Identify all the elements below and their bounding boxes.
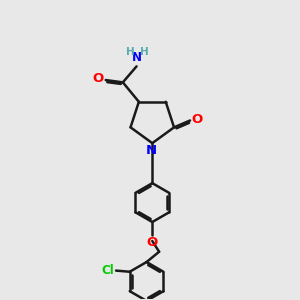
- Text: O: O: [192, 113, 203, 126]
- Text: Cl: Cl: [101, 264, 114, 277]
- Text: H: H: [126, 47, 134, 57]
- Text: O: O: [93, 72, 104, 86]
- Text: H: H: [140, 47, 148, 57]
- Text: N: N: [132, 51, 142, 64]
- Text: O: O: [147, 236, 158, 249]
- Text: N: N: [146, 144, 157, 157]
